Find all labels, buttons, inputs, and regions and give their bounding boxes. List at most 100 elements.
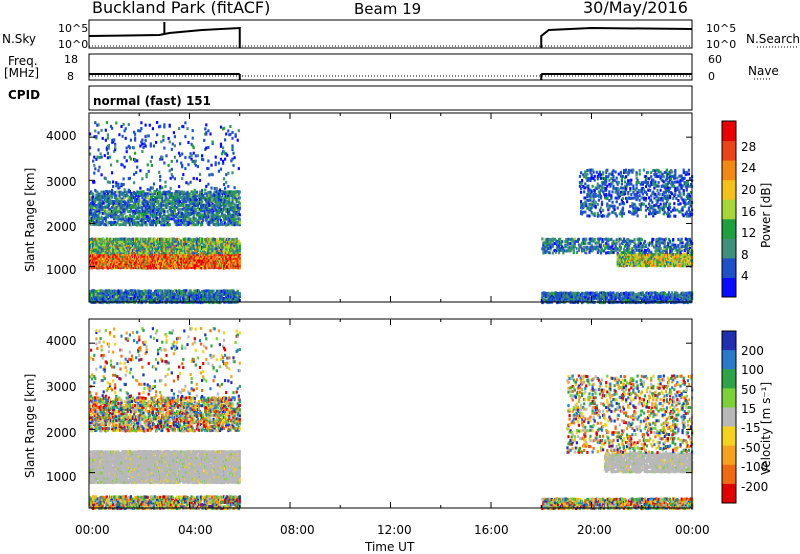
power-sparse-upper-cell — [139, 145, 141, 148]
power-weak-band-cell — [207, 207, 209, 210]
power-sparse-upper-cell — [220, 126, 222, 129]
power-weak-band-cell — [108, 195, 110, 198]
power-sparse-upper-cell — [141, 139, 143, 142]
power-sparse-upper-cell — [149, 124, 151, 127]
power-sparse-upper-cell — [128, 123, 130, 126]
power-sparse-upper-cell — [231, 171, 233, 174]
power-sparse-upper-cell — [97, 169, 99, 172]
power-sparse-upper-cell — [212, 140, 214, 143]
power-weak-band-cell — [115, 194, 117, 197]
power-sparse-upper-cell — [159, 125, 161, 128]
power-medium-band-cell — [180, 239, 182, 242]
power-weak-band-cell — [183, 191, 185, 194]
power-sparse-upper-cell — [207, 167, 209, 170]
power-sparse-upper-cell — [171, 160, 173, 163]
power-sparse-upper-cell — [197, 154, 199, 157]
power-sparse-upper-cell — [129, 146, 131, 149]
power-sparse-upper-cell — [176, 160, 178, 163]
power-sparse-upper-cell — [201, 154, 203, 157]
power-weak-band-cell — [163, 210, 165, 213]
power-sparse-upper-cell — [107, 181, 109, 184]
power-weak-band-cell — [116, 198, 118, 201]
power-sparse-upper-cell — [232, 164, 234, 167]
power-sparse-upper-cell — [187, 141, 189, 144]
power-sparse-upper-cell — [205, 131, 207, 134]
power-sparse-upper-cell — [237, 139, 239, 142]
power-sparse-upper-cell — [165, 154, 167, 157]
power-weak-band-cell — [157, 213, 159, 216]
power-weak-band-cell — [219, 215, 221, 218]
power-weak-band-cell — [129, 200, 131, 203]
power-sparse-upper-cell — [93, 172, 95, 175]
power-sparse-upper-cell — [184, 135, 186, 138]
power-sparse-upper-cell — [184, 156, 186, 159]
power-sparse-upper-cell — [197, 165, 199, 168]
power-weak-band-cell — [239, 213, 241, 216]
power-weak-band-cell — [197, 204, 199, 207]
power-weak-band-cell — [220, 196, 222, 199]
power-sparse-upper-cell — [115, 122, 117, 125]
power-near-range-cell — [213, 290, 215, 293]
power-sparse-upper-cell — [123, 177, 125, 180]
power-near-range-cell — [157, 289, 159, 292]
power-sparse-upper-cell — [124, 188, 126, 191]
power-sparse-upper-cell — [97, 123, 99, 126]
power-medium-band — [89, 237, 241, 254]
power-sparse-upper-cell — [129, 177, 131, 180]
power-sparse-upper-cell — [234, 186, 236, 189]
power-sparse-upper-cell — [179, 142, 181, 145]
power-sparse-upper-cell — [169, 169, 171, 172]
power-sparse-upper-cell — [153, 145, 155, 148]
power-weak-band-cell — [147, 192, 149, 195]
power-weak-band-cell — [167, 210, 169, 213]
power-sparse-upper-cell — [225, 181, 227, 184]
power-weak-band-cell — [194, 223, 196, 226]
power-sparse-upper-cell — [106, 121, 108, 124]
power-sparse-upper-cell — [96, 156, 98, 159]
power-sparse-upper-cell — [225, 173, 227, 176]
power-sparse-upper-cell — [152, 127, 154, 130]
power-sparse-upper-cell — [231, 131, 233, 134]
power-sparse-upper-cell — [203, 139, 205, 142]
power-sparse-upper-cell — [94, 189, 96, 192]
power-sparse-upper-cell — [94, 121, 96, 124]
power-sparse-upper-cell — [162, 135, 164, 138]
power-sparse-upper-cell — [98, 156, 100, 159]
power-sparse-upper-cell — [134, 152, 136, 155]
power-sparse-upper-cell — [140, 127, 142, 130]
power-sparse-upper-cell — [93, 156, 95, 159]
power-sparse-upper-cell — [111, 127, 113, 130]
power-weak-band-cell — [109, 208, 111, 211]
power-sparse-upper-cell — [105, 139, 107, 142]
power-sparse-upper-cell — [218, 170, 220, 173]
power-weak-band-cell — [126, 191, 128, 194]
power-sparse-upper-cell — [109, 156, 111, 159]
power-sparse-upper-cell — [152, 187, 154, 190]
power-sparse-upper-cell — [178, 127, 180, 130]
power-sparse-upper-cell — [189, 156, 191, 159]
power-sparse-upper-cell — [95, 135, 97, 138]
power-sparse-upper-cell — [195, 160, 197, 163]
power-sparse-upper-cell — [207, 183, 209, 186]
power-sparse-upper-cell — [159, 175, 161, 178]
power-medium-band-cell — [239, 242, 241, 245]
power-medium-band-cell — [204, 251, 206, 254]
power-sparse-upper-cell — [195, 164, 197, 167]
power-sparse-upper-cell — [114, 146, 116, 149]
power-sparse-upper-cell — [210, 164, 212, 167]
power-weak-band-cell — [139, 223, 141, 226]
power-sparse-upper-cell — [205, 185, 207, 188]
power-sparse-upper-cell — [207, 160, 209, 163]
power-sparse-upper-cell — [93, 181, 95, 184]
power-sparse-upper-cell — [227, 172, 229, 175]
power-weak-band-cell — [119, 197, 121, 200]
power-weak-band-cell — [92, 193, 94, 196]
power-sparse-upper-cell — [112, 185, 114, 188]
power-near-range-cell — [94, 290, 96, 293]
power-sparse-upper-cell — [141, 143, 143, 146]
power-sparse-upper-cell — [107, 137, 109, 140]
power-sparse-upper-cell — [124, 156, 126, 159]
power-sparse-upper-cell — [159, 179, 161, 182]
